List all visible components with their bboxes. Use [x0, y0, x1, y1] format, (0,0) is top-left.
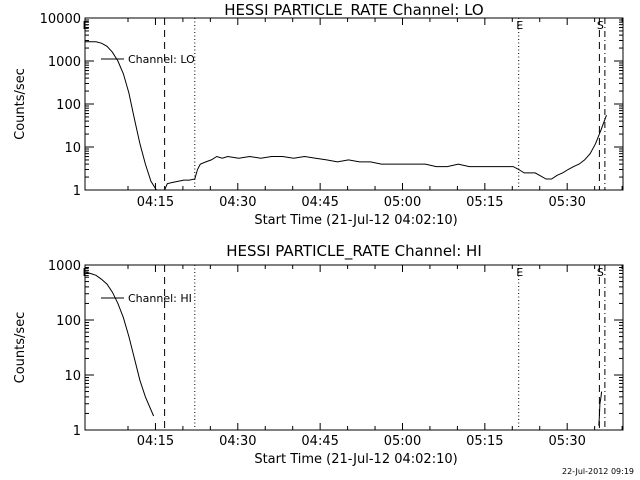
hi-y-tick-label: 1: [73, 424, 81, 439]
timestamp: 22-Jul-2012 09:19: [562, 467, 634, 476]
hi-marker-label: E: [516, 266, 523, 279]
lo-y-tick-label: 100: [56, 98, 81, 113]
lo-y-tick-label: 10: [64, 141, 81, 156]
hi-y-tick-label: 100: [56, 314, 81, 329]
hi-marker-label: S: [597, 266, 604, 279]
hi-x-tick-label: 05:15: [466, 434, 503, 449]
lo-x-tick-label: 05:15: [466, 195, 503, 210]
hi-series-line-1: [85, 271, 155, 417]
hi-x-tick-label: 05:00: [384, 434, 421, 449]
lo-y-tick-label: 1: [73, 184, 81, 199]
hi-series-line-2: [598, 391, 603, 426]
lo-x-tick-label: 04:30: [219, 195, 256, 210]
lo-legend-label: Channel: LO: [128, 53, 195, 66]
lo-marker-label: E: [516, 19, 523, 32]
hi-x-tick-label: 04:30: [219, 434, 256, 449]
hi-x-axis-label: Start Time (21-Jul-12 04:02:10): [254, 452, 457, 467]
hi-plot-frame: [84, 264, 624, 431]
lo-y-tick-label: 10000: [40, 12, 81, 27]
lo-x-tick-label: 05:00: [384, 195, 421, 210]
hi-y-tick-label: 10: [64, 369, 81, 384]
lo-marker-label: E: [83, 19, 90, 32]
lo-marker-label: S: [597, 19, 604, 32]
hi-y-tick-label: 1000: [48, 259, 81, 274]
lo-series-line-1: [85, 41, 607, 190]
hi-legend-label: Channel: HI: [128, 292, 192, 305]
lo-y-axis-label: Counts/sec: [13, 68, 28, 140]
lo-x-tick-label: 05:30: [548, 195, 585, 210]
lo-x-tick-label: 04:45: [301, 195, 338, 210]
hi-x-tick-label: 04:15: [137, 434, 174, 449]
lo-x-tick-label: 04:15: [137, 195, 174, 210]
lo-x-axis-label: Start Time (21-Jul-12 04:02:10): [254, 213, 457, 228]
lo-plot-frame: [84, 17, 624, 191]
lo-chart-title: HESSI PARTICLE_RATE Channel: LO: [224, 1, 483, 20]
hi-y-axis-label: Counts/sec: [13, 312, 28, 384]
lo-y-tick-label: 1000: [48, 55, 81, 70]
hi-x-tick-label: 04:45: [301, 434, 338, 449]
hi-x-tick-label: 05:30: [548, 434, 585, 449]
hi-chart-title: HESSI PARTICLE_RATE Channel: HI: [226, 242, 482, 261]
